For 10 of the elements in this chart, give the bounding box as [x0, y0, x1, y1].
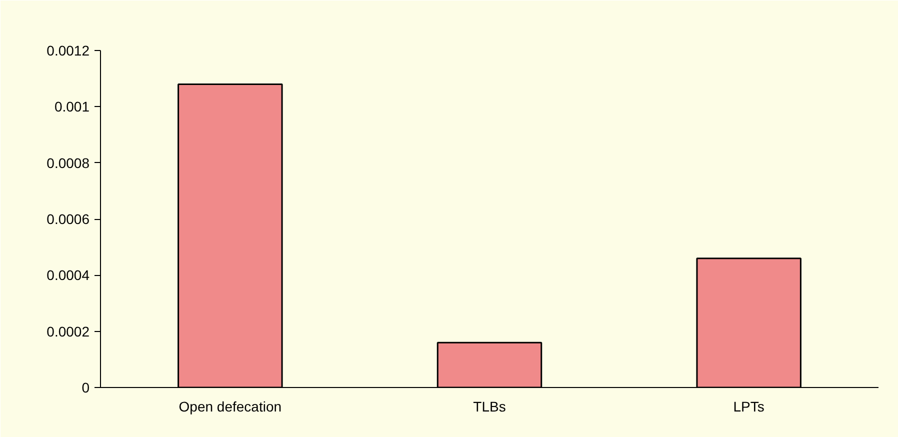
y-tick-label: 0.001 [54, 98, 90, 115]
y-tick-label: 0.0012 [46, 42, 90, 58]
y-tick-label: 0.0004 [46, 267, 90, 284]
y-tick-label: 0.0002 [46, 323, 90, 340]
y-tick-label: 0.0008 [46, 154, 90, 171]
x-tick-label: LPTs [733, 398, 764, 414]
y-tick-label: 0 [82, 380, 90, 396]
y-tick-label: 0.0006 [46, 211, 90, 227]
x-tick-label: TLBs [473, 398, 506, 414]
x-tick-label: Open defecation [178, 398, 282, 414]
